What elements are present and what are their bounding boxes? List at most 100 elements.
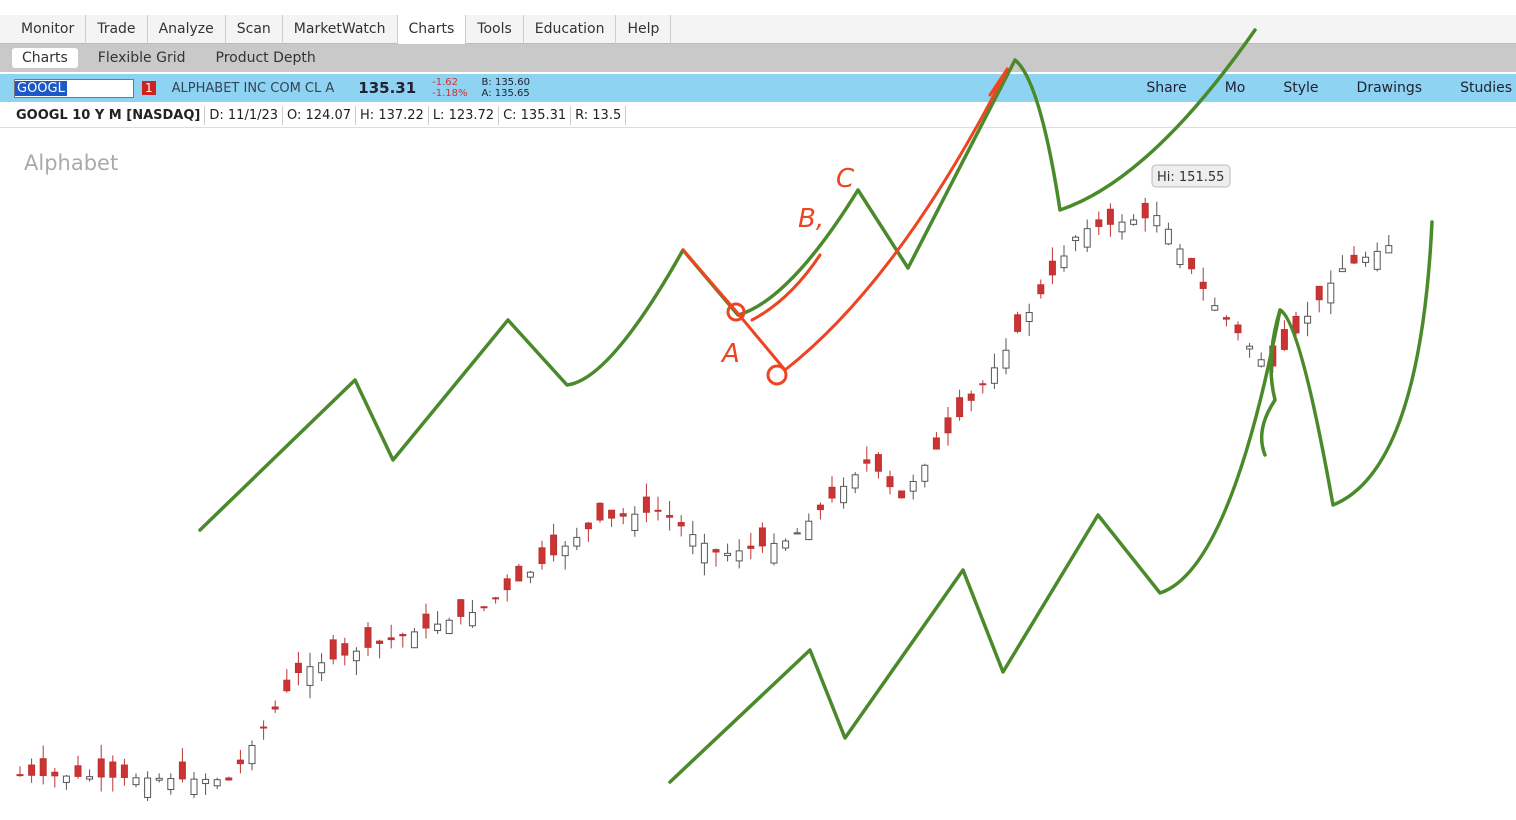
- candle-body: [956, 397, 964, 418]
- candle-body: [782, 540, 790, 549]
- candle-body: [132, 777, 140, 786]
- candle-body: [909, 481, 917, 492]
- labels: A B, C: [720, 164, 855, 369]
- candle-body: [735, 550, 743, 562]
- candle-body: [1362, 256, 1370, 263]
- bid: B: 135.60: [481, 77, 530, 88]
- candle-body: [828, 486, 836, 499]
- candle-body: [1176, 248, 1184, 266]
- candle-body: [213, 779, 221, 787]
- candle-body: [724, 552, 732, 557]
- candle-body: [712, 549, 720, 553]
- candle-body: [619, 513, 627, 517]
- tool-button[interactable]: Drawings: [1356, 80, 1423, 96]
- candle-body: [770, 542, 778, 564]
- alert-badge[interactable]: 1: [142, 81, 156, 95]
- candle-body: [1118, 221, 1126, 233]
- candle-body: [1188, 257, 1196, 270]
- candle-body: [399, 633, 407, 637]
- lower-wave: [668, 220, 1434, 784]
- tool-button[interactable]: Share: [1146, 80, 1187, 96]
- candle-body: [874, 454, 882, 472]
- candle-body: [1350, 254, 1358, 264]
- candle-body: [457, 599, 465, 617]
- sub-tab[interactable]: Flexible Grid: [97, 50, 186, 66]
- menu-tab[interactable]: Monitor: [10, 14, 87, 44]
- candle-body: [1211, 305, 1219, 311]
- sub-tab[interactable]: Product Depth: [215, 50, 316, 66]
- candle-body: [51, 771, 59, 777]
- high-label: Hi: 151.55: [1157, 170, 1224, 185]
- candle-body: [1246, 345, 1254, 350]
- tool-button[interactable]: Studies: [1460, 80, 1512, 96]
- candle-body: [1106, 208, 1114, 225]
- candle-body: [236, 759, 244, 765]
- chart-title: GOOGL 10 Y M [NASDAQ]: [12, 106, 206, 125]
- sub-tabs: Charts Flexible Grid Product Depth: [0, 44, 1516, 72]
- candle-body: [341, 643, 349, 656]
- candle-body: [202, 778, 210, 785]
- candle-body: [16, 774, 24, 777]
- candle-body: [503, 578, 511, 591]
- info-field: L: 123.72: [429, 106, 500, 125]
- tool-button[interactable]: Style: [1283, 80, 1319, 96]
- candle-body: [1373, 250, 1381, 270]
- candle-body: [167, 778, 175, 791]
- candle-body: [178, 761, 186, 780]
- menu-tab[interactable]: Trade: [86, 14, 148, 44]
- candle-body: [352, 650, 360, 662]
- candle-body: [816, 504, 824, 511]
- toolbar: Share Mo Style Drawings Studies: [1146, 80, 1516, 96]
- candle-body: [155, 777, 163, 781]
- candle-body: [1315, 285, 1323, 301]
- candle-body: [1269, 345, 1277, 367]
- candle-body: [1025, 312, 1033, 323]
- candle-body: [306, 666, 314, 686]
- candle-body: [863, 459, 871, 464]
- candle-body: [1164, 228, 1172, 245]
- red-segment: [750, 253, 822, 322]
- candle-body: [608, 509, 616, 519]
- candle-body: [283, 679, 291, 692]
- watermark: Alphabet: [24, 151, 118, 175]
- menu-tab[interactable]: Scan: [226, 14, 283, 44]
- candle-body: [700, 542, 708, 564]
- candle-body: [387, 637, 395, 641]
- candle-body: [747, 545, 755, 549]
- menu-tab[interactable]: Help: [616, 14, 672, 44]
- menu-tab[interactable]: MarketWatch: [283, 14, 398, 44]
- symbol-box[interactable]: GOOGL: [14, 78, 134, 98]
- menu-tab[interactable]: Education: [524, 14, 617, 44]
- candle-body: [434, 623, 442, 632]
- candle-body: [225, 777, 233, 781]
- candle-body: [921, 464, 929, 482]
- label-c: C: [836, 164, 855, 194]
- candle-body: [526, 571, 534, 578]
- candle-body: [677, 522, 685, 527]
- candle-body: [1037, 284, 1045, 295]
- candle-body: [631, 513, 639, 531]
- candle-body: [596, 502, 604, 521]
- candle-body: [190, 778, 198, 796]
- menu-bar: Monitor Trade Analyze Scan MarketWatch Charts…: [0, 14, 1516, 44]
- candle-body: [758, 527, 766, 547]
- candle-body: [260, 726, 268, 729]
- ask: A: 135.65: [481, 88, 530, 99]
- menu-tab[interactable]: Tools: [466, 14, 524, 44]
- candle-body: [1280, 329, 1288, 350]
- sub-tab[interactable]: Charts: [12, 48, 78, 68]
- candle-body: [1292, 315, 1300, 334]
- candle-body: [318, 662, 326, 674]
- candle-body: [573, 536, 581, 547]
- candle-body: [1095, 219, 1103, 227]
- tool-button[interactable]: Mo: [1224, 80, 1246, 96]
- candle-body: [584, 522, 592, 530]
- candle-body: [1002, 349, 1010, 369]
- candle-body: [1048, 260, 1056, 276]
- candle-body: [1257, 359, 1265, 367]
- menu-tab[interactable]: Analyze: [148, 14, 226, 44]
- candle-body: [376, 640, 384, 644]
- candle-body: [851, 474, 859, 489]
- menu-tab[interactable]: Charts: [397, 14, 467, 44]
- info-field: R: 13.5: [571, 106, 627, 125]
